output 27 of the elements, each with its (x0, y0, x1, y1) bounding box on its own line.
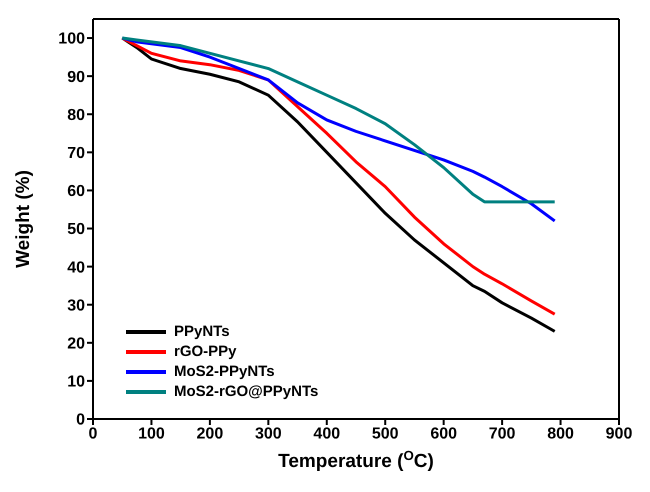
y-tick-label: 30 (67, 297, 86, 314)
x-tick-label: 400 (313, 425, 340, 442)
x-tick-label: 200 (196, 425, 224, 442)
x-tick-label: 600 (430, 425, 458, 442)
y-axis-title: Weight (%) (13, 170, 34, 268)
y-tick-label: 80 (67, 106, 86, 124)
legend-label: rGO-PPy (174, 342, 237, 362)
y-tick-label: 20 (67, 335, 86, 352)
y-tick-label: 40 (67, 259, 86, 276)
x-tick-label: 0 (88, 425, 98, 442)
legend-label: MoS2-rGO@PPyNTs (174, 382, 318, 402)
y-tick-label: 50 (67, 221, 86, 238)
x-tick-label: 900 (606, 425, 632, 442)
y-tick-label: 0 (76, 412, 86, 429)
y-tick-label: 60 (67, 183, 86, 200)
y-tick-label: 100 (58, 30, 86, 48)
y-tick-label: 90 (67, 68, 86, 86)
x-axis-title: Temperature ($^{O}$C) (278, 448, 434, 472)
x-tick-label: 100 (138, 425, 165, 442)
y-tick-label: 10 (67, 374, 86, 391)
legend-label: MoS2-PPyNTs (174, 362, 275, 382)
x-tick-label: 300 (254, 425, 282, 442)
legend-label: PPyNTs (174, 322, 230, 342)
x-tick-label: 800 (547, 425, 574, 442)
y-tick-label: 70 (67, 145, 86, 162)
x-tick-label: 500 (372, 425, 399, 442)
x-tick-label: 700 (488, 425, 516, 442)
